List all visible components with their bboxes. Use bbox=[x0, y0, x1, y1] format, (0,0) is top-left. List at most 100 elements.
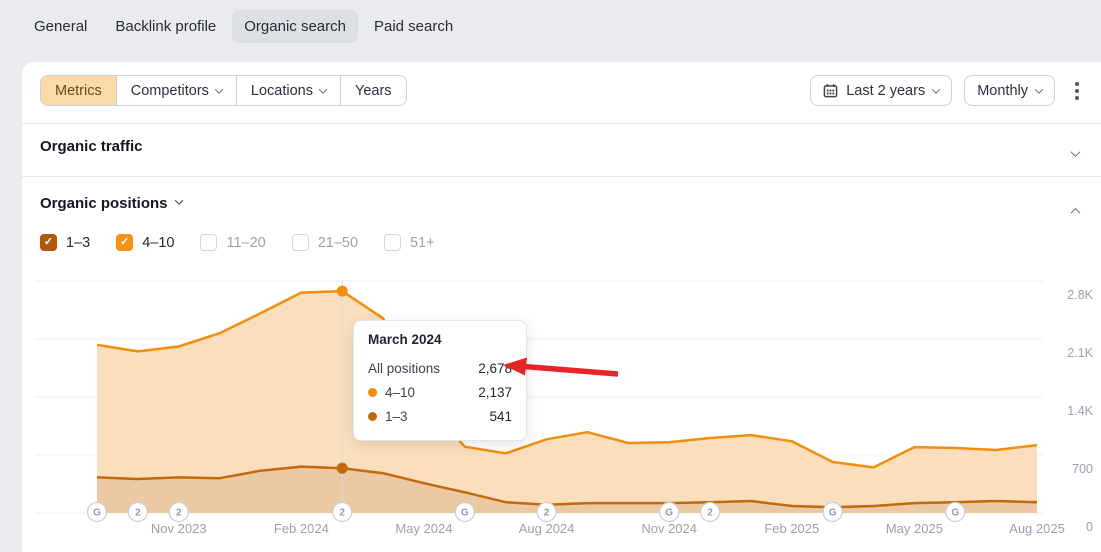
organic-positions-collapse-button[interactable] bbox=[1068, 198, 1083, 224]
checkbox-unchecked-icon bbox=[384, 234, 402, 251]
area-4-10 bbox=[97, 291, 1037, 513]
filter-label: 4–10 bbox=[142, 234, 175, 251]
organic-positions-label: Organic positions bbox=[40, 195, 168, 212]
event-badge[interactable]: 2 bbox=[536, 501, 557, 523]
hover-marker-1-3 bbox=[336, 462, 348, 474]
event-badge-label: 2 bbox=[339, 508, 345, 519]
more-options-button[interactable] bbox=[1067, 76, 1087, 106]
chevron-down-icon bbox=[214, 84, 224, 94]
y-axis-tick-label: 1.4K bbox=[1067, 404, 1093, 418]
checkbox-checked-icon: ✓ bbox=[116, 234, 134, 251]
chevron-down-icon bbox=[1034, 84, 1044, 94]
area-1-3 bbox=[97, 466, 1037, 513]
tab-general[interactable]: General bbox=[34, 18, 88, 35]
chevron-down-icon bbox=[931, 84, 941, 94]
filter-4-10[interactable]: ✓ 4–10 bbox=[116, 234, 174, 251]
position-range-filters: ✓ 1–3 ✓ 4–10 11–20 21–50 51+ bbox=[40, 234, 435, 251]
filter-1-3[interactable]: ✓ 1–3 bbox=[40, 234, 90, 251]
event-badge-label: G bbox=[829, 508, 837, 519]
organic-traffic-label: Organic traffic bbox=[40, 138, 143, 155]
event-badge-label: G bbox=[461, 508, 469, 519]
line-4-10 bbox=[96, 289, 1038, 469]
segment-metrics-label: Metrics bbox=[55, 82, 102, 99]
event-badge[interactable]: G bbox=[945, 501, 966, 523]
tab-paid-search[interactable]: Paid search bbox=[373, 18, 454, 35]
hover-marker-4-10 bbox=[336, 285, 348, 297]
organic-positions-section-title[interactable]: Organic positions bbox=[40, 195, 183, 212]
chevron-up-icon bbox=[1070, 207, 1081, 218]
filter-label: 1–3 bbox=[66, 234, 91, 251]
tooltip-row-label: 4–10 bbox=[385, 384, 416, 400]
segment-years-label: Years bbox=[354, 82, 392, 99]
interval-label: Monthly bbox=[977, 82, 1028, 99]
event-badge[interactable]: G bbox=[659, 501, 680, 523]
y-axis-tick-label: 700 bbox=[1072, 462, 1093, 476]
checkbox-unchecked-icon bbox=[291, 234, 309, 251]
chevron-down-icon bbox=[1070, 147, 1081, 158]
red-annotation-arrow bbox=[503, 357, 619, 377]
checkbox-checked-icon: ✓ bbox=[40, 234, 57, 251]
tooltip-row-all-positions: All positions 2,678 bbox=[368, 356, 512, 380]
x-axis-tick-label: Aug 2024 bbox=[518, 521, 575, 536]
tooltip-row-value: 2,137 bbox=[478, 384, 512, 400]
y-axis-tick-label: 0 bbox=[1086, 520, 1093, 534]
x-axis-tick-label: Feb 2025 bbox=[764, 521, 820, 536]
line-1-3 bbox=[96, 465, 1038, 509]
report-tabbar: General Backlink profile Organic search … bbox=[22, 10, 465, 43]
tooltip-row-label: All positions bbox=[368, 360, 441, 376]
segment-competitors-label: Competitors bbox=[130, 82, 209, 99]
tab-organic-search[interactable]: Organic search bbox=[232, 10, 358, 43]
event-badge[interactable]: 2 bbox=[699, 501, 721, 523]
segment-locations[interactable]: Locations bbox=[237, 76, 341, 105]
tooltip-row-value: 2,678 bbox=[478, 360, 512, 376]
event-badge-label: G bbox=[93, 508, 101, 519]
tab-backlink-profile[interactable]: Backlink profile bbox=[115, 18, 217, 35]
x-axis-tick-label: Nov 2024 bbox=[641, 521, 697, 536]
tooltip-row-value: 541 bbox=[489, 408, 512, 424]
series-dot-icon bbox=[368, 387, 377, 397]
filter-label: 21–50 bbox=[317, 234, 359, 251]
filter-label: 51+ bbox=[410, 234, 435, 251]
x-axis-tick-label: Feb 2024 bbox=[273, 521, 329, 536]
filter-11-20[interactable]: 11–20 bbox=[200, 234, 266, 251]
chart-tooltip: March 2024 All positions 2,678 4–10 2,13… bbox=[353, 320, 527, 441]
event-badge-label: 2 bbox=[135, 508, 141, 519]
event-badge[interactable]: 2 bbox=[168, 501, 189, 523]
x-axis-tick-label: May 2024 bbox=[395, 521, 453, 536]
filter-51-plus[interactable]: 51+ bbox=[384, 234, 435, 251]
date-range-label: Last 2 years bbox=[846, 82, 926, 99]
segment-locations-label: Locations bbox=[250, 82, 313, 99]
toolbar-right-controls: Last 2 years Monthly bbox=[810, 75, 1087, 106]
date-range-dropdown[interactable]: Last 2 years bbox=[810, 75, 953, 106]
event-badge[interactable]: 2 bbox=[127, 501, 149, 523]
chevron-down-icon bbox=[174, 196, 183, 205]
chart-toolbar: Metrics Competitors Locations Years bbox=[40, 75, 1087, 106]
filter-segment-group: Metrics Competitors Locations Years bbox=[40, 75, 407, 106]
interval-dropdown[interactable]: Monthly bbox=[964, 75, 1055, 106]
chevron-down-icon bbox=[318, 84, 328, 94]
organic-positions-chart[interactable]: G 2 2 2 G 2 G 2 G G bbox=[35, 280, 1043, 523]
x-axis-tick-label: Nov 2023 bbox=[150, 521, 207, 536]
y-axis-tick-label: 2.1K bbox=[1067, 346, 1093, 360]
event-badge-label: 2 bbox=[176, 508, 182, 519]
x-axis-tick-label: May 2025 bbox=[885, 521, 943, 536]
tooltip-row-4-10: 4–10 2,137 bbox=[368, 380, 512, 404]
y-axis-tick-label: 2.8K bbox=[1067, 288, 1093, 302]
calendar-icon bbox=[823, 84, 838, 98]
filter-21-50[interactable]: 21–50 bbox=[291, 234, 359, 251]
event-badge[interactable]: G bbox=[454, 501, 475, 523]
event-badge[interactable]: 2 bbox=[332, 501, 353, 523]
event-badge[interactable]: G bbox=[822, 501, 843, 523]
segment-metrics[interactable]: Metrics bbox=[41, 76, 117, 105]
x-axis-tick-label: Aug 2025 bbox=[1009, 521, 1065, 536]
divider bbox=[22, 123, 1101, 124]
event-badge-label: G bbox=[665, 508, 673, 519]
organic-traffic-expand-button[interactable] bbox=[1068, 140, 1083, 166]
event-badge[interactable]: G bbox=[86, 501, 108, 523]
divider bbox=[22, 176, 1101, 177]
tooltip-row-1-3: 1–3 541 bbox=[368, 404, 512, 428]
segment-competitors[interactable]: Competitors bbox=[117, 76, 237, 105]
segment-years[interactable]: Years bbox=[341, 76, 406, 105]
event-badge-label: 2 bbox=[707, 508, 713, 519]
series-dot-icon bbox=[368, 411, 377, 421]
